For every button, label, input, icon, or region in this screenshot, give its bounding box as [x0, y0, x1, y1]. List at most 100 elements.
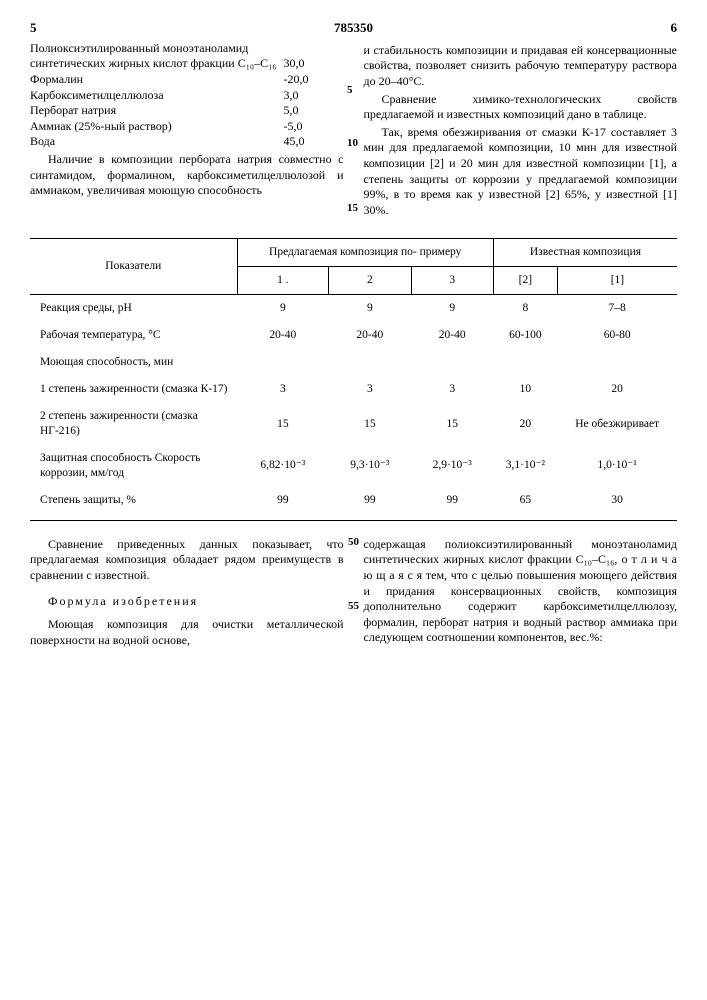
ingredient-row: Полиоксиэтилированный моноэтаноламид син…	[30, 41, 344, 72]
th-sub-5: [1]	[557, 267, 677, 295]
ingredient-value: 3,0	[284, 88, 344, 104]
row-cell: 60-80	[557, 322, 677, 349]
right-para-1: и стабильность композиции и придавая ей …	[364, 43, 678, 90]
row-cell	[329, 349, 411, 376]
row-label: Защитная способность Скорость коррозии, …	[30, 445, 237, 487]
properties-table: Показатели Предлагаемая композиция по- п…	[30, 238, 677, 513]
table-row: Моющая способность, мин	[30, 349, 677, 376]
ingredient-value: 45,0	[284, 134, 344, 150]
line-num-15: 15	[347, 201, 358, 215]
row-cell	[493, 349, 557, 376]
bottom-right-column: содержащая полиоксиэтилированный моноэта…	[364, 535, 678, 651]
ingredient-label: Аммиак (25%-ный раствор)	[30, 119, 284, 135]
row-cell: 3	[237, 376, 329, 403]
row-label: 1 степень зажиренности (смазка К-17)	[30, 376, 237, 403]
upper-text-columns: 5 10 15 Полиоксиэтилированный моноэтанол…	[30, 41, 677, 221]
table-row: Рабочая температура, °С20-4020-4020-4060…	[30, 322, 677, 349]
page-num-left: 5	[30, 20, 37, 37]
th-sub-4: [2]	[493, 267, 557, 295]
row-cell: 9	[411, 295, 493, 322]
table-row: Степень защиты, %9999996530	[30, 487, 677, 514]
row-cell	[557, 349, 677, 376]
ingredient-row: Формалин -20,0	[30, 72, 344, 88]
row-cell: 3,1·10⁻²	[493, 445, 557, 487]
ingredient-label: Формалин	[30, 72, 284, 88]
row-cell: 7–8	[557, 295, 677, 322]
lower-text-columns: 50 55 Сравнение приведенных данных показ…	[30, 535, 677, 651]
th-indicator: Показатели	[30, 239, 237, 295]
bottom-left-p2: Моющая композиция для очистки металличес…	[30, 617, 344, 648]
row-label: Реакция среды, pH	[30, 295, 237, 322]
row-cell: 30	[557, 487, 677, 514]
line-num-5: 5	[347, 83, 353, 97]
bottom-left-p1: Сравнение приведенных данных показывает,…	[30, 537, 344, 584]
row-cell: 20-40	[411, 322, 493, 349]
ingredient-label: Перборат натрия	[30, 103, 284, 119]
right-column: и стабильность композиции и придавая ей …	[364, 41, 678, 221]
ingredient-row: Перборат натрия 5,0	[30, 103, 344, 119]
ingredient-value: -5,0	[284, 119, 344, 135]
row-cell: 65	[493, 487, 557, 514]
table-row: Реакция среды, pH99987–8	[30, 295, 677, 322]
row-label: Степень защиты, %	[30, 487, 237, 514]
left-column: Полиоксиэтилированный моноэтаноламид син…	[30, 41, 344, 221]
row-cell: 99	[329, 487, 411, 514]
row-cell: 9	[237, 295, 329, 322]
row-label: Моющая способность, мин	[30, 349, 237, 376]
row-cell: 15	[329, 403, 411, 445]
row-cell: 9,3·10⁻³	[329, 445, 411, 487]
left-paragraph: Наличие в композиции пербората натрия со…	[30, 152, 344, 199]
line-num-10: 10	[347, 136, 358, 150]
row-label: Рабочая температура, °С	[30, 322, 237, 349]
bottom-right-p: содержащая полиоксиэтилированный моноэта…	[364, 537, 678, 646]
table-row: 2 степень зажиренности (смазка НГ-216)15…	[30, 403, 677, 445]
row-cell: 10	[493, 376, 557, 403]
ingredient-row: Аммиак (25%-ный раствор) -5,0	[30, 119, 344, 135]
th-sub-2: 2	[329, 267, 411, 295]
right-para-2: Сравнение химико-технологических свойств…	[364, 92, 678, 123]
row-cell: 15	[237, 403, 329, 445]
ingredient-value: 5,0	[284, 103, 344, 119]
ingredient-value: 30,0	[284, 56, 344, 72]
th-proposed: Предлагаемая композиция по- примеру	[237, 239, 493, 267]
row-cell: 1,0·10⁻¹	[557, 445, 677, 487]
page-header: 5 785350 6	[30, 20, 677, 37]
row-cell: 20	[493, 403, 557, 445]
th-sub-3: 3	[411, 267, 493, 295]
bottom-left-column: Сравнение приведенных данных показывает,…	[30, 535, 344, 651]
th-sub-1: 1 .	[237, 267, 329, 295]
row-cell: 8	[493, 295, 557, 322]
ingredient-label: Карбоксиметилцеллюлоза	[30, 88, 284, 104]
row-cell: 99	[411, 487, 493, 514]
page-num-right: 6	[671, 20, 678, 37]
row-cell	[411, 349, 493, 376]
row-cell: 20	[557, 376, 677, 403]
row-cell: 99	[237, 487, 329, 514]
row-label: 2 степень зажиренности (смазка НГ-216)	[30, 403, 237, 445]
formula-title: Формула изобретения	[30, 594, 344, 610]
ingredient-label: Вода	[30, 134, 284, 150]
row-cell: 6,82·10⁻³	[237, 445, 329, 487]
ingredient-value: -20,0	[284, 72, 344, 88]
row-cell: 9	[329, 295, 411, 322]
table-bottom-rule	[30, 520, 677, 521]
ingredient-label: Полиоксиэтилированный моноэтаноламид син…	[30, 41, 284, 72]
table-row: Защитная способность Скорость коррозии, …	[30, 445, 677, 487]
line-num-50: 50	[348, 535, 359, 549]
row-cell: 15	[411, 403, 493, 445]
right-para-3: Так, время обезжиривания от смазки К-17 …	[364, 125, 678, 219]
row-cell	[237, 349, 329, 376]
line-num-55: 55	[348, 599, 359, 613]
row-cell: 20-40	[329, 322, 411, 349]
doc-number: 785350	[334, 20, 373, 37]
row-cell: 2,9·10⁻³	[411, 445, 493, 487]
row-cell: 3	[411, 376, 493, 403]
row-cell: 60-100	[493, 322, 557, 349]
row-cell: Не обезжиривает	[557, 403, 677, 445]
ingredient-row: Карбоксиметилцеллюлоза 3,0	[30, 88, 344, 104]
row-cell: 20-40	[237, 322, 329, 349]
table-row: 1 степень зажиренности (смазка К-17)3331…	[30, 376, 677, 403]
th-known: Известная композиция	[493, 239, 677, 267]
row-cell: 3	[329, 376, 411, 403]
ingredient-row: Вода 45,0	[30, 134, 344, 150]
